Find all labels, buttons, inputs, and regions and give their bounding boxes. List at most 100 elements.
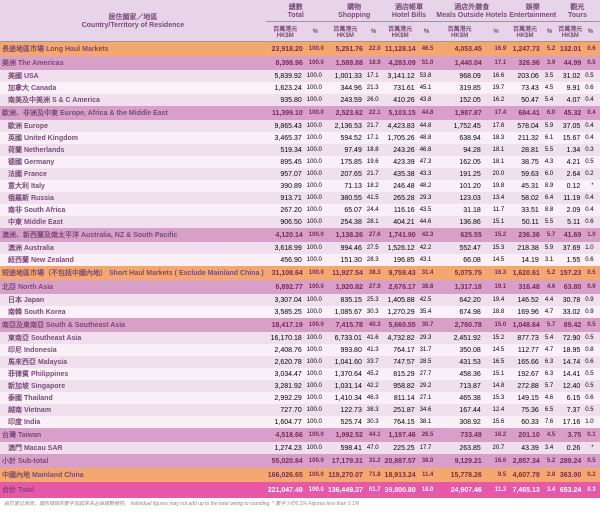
value-cell: 625.55 — [435, 228, 483, 242]
pct-cell: 21.7 — [365, 168, 383, 180]
value-cell: 2,992.29 — [266, 392, 305, 404]
value-cell: 674.98 — [435, 306, 483, 318]
pct-cell: 25.3 — [365, 294, 383, 306]
pct-cell: 3.5 — [542, 70, 557, 82]
value-cell: 4.07 — [557, 94, 583, 106]
value-cell: 201.10 — [508, 428, 542, 442]
pct-cell: 15.2 — [484, 332, 508, 344]
value-cell: 9.91 — [557, 82, 583, 94]
data-row: 泰國 Thailand2,992.29100.01,410.3446.3811.… — [0, 392, 600, 404]
data-row: 台灣 Taiwan4,518.66100.01,992.5244.11,197.… — [0, 428, 600, 442]
value-cell: 431.53 — [435, 356, 483, 368]
value-cell: 218.38 — [508, 242, 542, 254]
pct-cell: 0.6 — [583, 216, 597, 228]
value-cell: 1,604.77 — [266, 416, 305, 428]
value-cell: 38.75 — [508, 156, 542, 168]
unit-header: 百萬港元HK$M — [435, 22, 483, 42]
value-cell: 2,408.76 — [266, 344, 305, 356]
value-cell: 72.90 — [557, 332, 583, 344]
value-cell: 1,197.46 — [383, 428, 418, 442]
value-cell: 552.47 — [435, 242, 483, 254]
value-cell: 39,800.80 — [383, 482, 418, 498]
value-cell: 267.20 — [266, 204, 305, 216]
pct-cell: 16.6 — [484, 454, 508, 468]
pct-cell: 100.0 — [305, 416, 326, 428]
row-label: 東南亞 Southeast Asia — [0, 332, 266, 344]
pct-cell: 0.3 — [583, 144, 597, 156]
pct-cell: 27.1 — [418, 392, 436, 404]
value-cell: 1,589.88 — [326, 56, 365, 70]
value-cell: 50.47 — [508, 94, 542, 106]
value-cell: 733.49 — [435, 428, 483, 442]
value-cell: 993.80 — [326, 344, 365, 356]
value-cell: 2,620.78 — [266, 356, 305, 368]
value-cell: 350.08 — [435, 344, 483, 356]
value-cell: 4,732.82 — [383, 332, 418, 344]
pct-cell: 20.0 — [484, 168, 508, 180]
data-row: 小計 Sub-total55,020.84100.017,179.3131.22… — [0, 454, 600, 468]
pct-cell: 44.6 — [418, 216, 436, 228]
data-row: 馬來西亞 Malaysia2,620.78100.01,041.6033.774… — [0, 356, 600, 368]
pct-cell: 100.0 — [305, 318, 326, 332]
pct-cell: 29.2 — [418, 380, 436, 392]
value-cell: 4,423.83 — [383, 120, 418, 132]
value-cell: 149.15 — [508, 392, 542, 404]
pct-cell: 0.4 — [583, 120, 597, 132]
value-cell: 994.46 — [326, 242, 365, 254]
pct-cell: 11.4 — [418, 468, 436, 482]
value-cell: 913.71 — [266, 192, 305, 204]
value-cell: 404.21 — [383, 216, 418, 228]
pct-cell: 0.5 — [583, 404, 597, 416]
value-cell: 1,085.67 — [326, 306, 365, 318]
pct-cell: 0.4 — [583, 192, 597, 204]
pct-cell: 34.6 — [418, 404, 436, 416]
value-cell: 31,108.64 — [266, 266, 305, 280]
pct-cell: 43.1 — [418, 254, 436, 266]
pct-cell: 22.1 — [365, 106, 383, 120]
value-cell: 23,918.20 — [266, 42, 305, 57]
value-cell: 37.05 — [557, 120, 583, 132]
pct-cell: 0.2 — [583, 168, 597, 180]
data-row: 北亞 North Asia6,892.77100.01,920.8227.92,… — [0, 280, 600, 294]
pct-cell: 44.1 — [365, 428, 383, 442]
value-cell: 75.36 — [508, 404, 542, 416]
data-row: 菲律賓 Philippines3,034.47100.01,370.6445.2… — [0, 368, 600, 380]
pct-cell: 11.3 — [484, 482, 508, 498]
pct-cell: 0.4 — [583, 94, 597, 106]
pct-cell: 43.8 — [418, 94, 436, 106]
value-cell: 877.73 — [508, 332, 542, 344]
pct-cell: 0.6 — [583, 356, 597, 368]
pct-cell: 0.6 — [583, 254, 597, 266]
data-row: 澳洲 Australia3,618.99100.0994.4627.51,526… — [0, 242, 600, 254]
value-cell: 37.69 — [557, 242, 583, 254]
row-label: 加拿大 Canada — [0, 82, 266, 94]
value-cell: 33.51 — [508, 204, 542, 216]
value-cell: 1,270.29 — [383, 306, 418, 318]
value-cell: 59.63 — [508, 168, 542, 180]
pct-cell: 5.2 — [542, 266, 557, 280]
pct-cell: 45.2 — [365, 368, 383, 380]
value-cell: 0.26 — [557, 442, 583, 454]
value-cell: 316.48 — [508, 280, 542, 294]
data-row: 法國 France957.07100.0207.6521.7435.3843.3… — [0, 168, 600, 180]
data-row: 歐洲 Europe9,865.43100.02,136.5321.74,423.… — [0, 120, 600, 132]
value-cell: 390.89 — [266, 180, 305, 192]
pct-cell: 0.2 — [583, 468, 597, 482]
value-cell: 5,660.55 — [383, 318, 418, 332]
pct-cell: 18.8 — [484, 306, 508, 318]
pct-cell: 100.0 — [305, 192, 326, 204]
pct-cell: 9.5 — [484, 468, 508, 482]
value-cell: 1,370.64 — [326, 368, 365, 380]
value-cell: 203.06 — [508, 70, 542, 82]
value-cell: 1,274.23 — [266, 442, 305, 454]
value-cell: 713.87 — [435, 380, 483, 392]
row-label: 北亞 North Asia — [0, 280, 266, 294]
unit-header: 百萬港元HK$M — [383, 22, 418, 42]
value-cell: 727.70 — [266, 404, 305, 416]
row-label: 意大利 Italy — [0, 180, 266, 192]
row-label: 台灣 Taiwan — [0, 428, 266, 442]
pct-cell: 14.5 — [484, 344, 508, 356]
pct-cell: 21.7 — [365, 120, 383, 132]
pct-cell: 6.3 — [542, 368, 557, 380]
value-cell: 122.73 — [326, 404, 365, 416]
